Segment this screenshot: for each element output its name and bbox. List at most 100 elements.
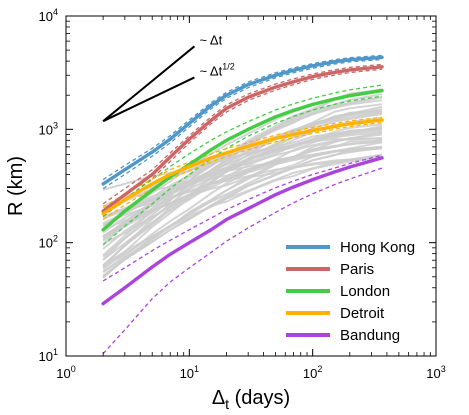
legend-label-bandung: Bandung [340,327,400,344]
series-line-bandung [101,156,384,306]
series-point-hong-kong [311,64,315,68]
series-point-london [150,188,154,192]
series-point-bandung [123,286,127,290]
series-point-paris [332,70,336,74]
background-trajectory [102,145,383,278]
series-point-hong-kong [101,182,105,186]
series-point-london [292,108,296,112]
band-lower-paris [102,68,383,218]
series-point-detroit [348,122,352,126]
background-trajectories [102,88,383,279]
background-trajectory [102,109,383,250]
series-point-london [246,127,250,131]
series-point-detroit [150,182,154,186]
series-point-bandung [348,165,352,169]
series-point-bandung [380,156,384,160]
series-point-detroit [274,137,278,140]
series-line-detroit [101,118,384,216]
guide-label-1: ~ Δt [199,32,222,47]
series-point-bandung [292,185,296,189]
guide-line-1 [102,45,196,122]
band-upper-paris [102,63,383,205]
series-point-london [123,209,127,213]
series-point-london [209,148,213,152]
series-point-detroit [101,212,105,216]
legend-label-detroit: Detroit [340,305,385,322]
series-point-bandung [150,265,154,269]
confidence-bands [102,54,383,355]
x-axis-title-tail: (days) [229,387,290,409]
plot-frame [65,15,437,357]
guide-label-base: ~ Δt [199,32,222,47]
band-upper-detroit [102,116,383,208]
city-series [101,55,384,306]
series-point-london [332,97,336,101]
series-point-hong-kong [150,150,154,154]
background-trajectory [102,155,383,267]
series-point-hong-kong [187,121,191,125]
guide-label-base: ~ Δt [199,63,222,78]
band-upper-london [102,84,383,218]
guide-label-exponent: 1/2 [222,61,235,71]
series-point-bandung [101,302,105,306]
x-tick-label: 100 [56,364,75,381]
x-tick-label: 102 [303,364,322,381]
background-trajectory [102,131,383,226]
legend-label-paris: Paris [340,261,374,278]
series-point-paris [311,75,315,79]
series-point-detroit [224,151,228,155]
series-point-hong-kong [348,58,352,62]
background-trajectory [102,127,383,239]
series-point-paris [246,95,250,99]
series-line-hong-kong [101,55,384,186]
background-trajectory [102,137,383,218]
x-axis-title: Δt (days) [212,387,290,412]
series-point-bandung [209,228,213,232]
series-point-hong-kong [224,93,228,97]
y-tick-label: 103 [39,120,58,137]
background-trajectory [102,141,383,273]
series-point-london [274,115,278,119]
series-point-detroit [123,198,127,202]
series-line-london [101,88,384,232]
axis-ticks [65,15,437,357]
x-axis-title-sub: t [225,396,229,412]
series-point-bandung [311,178,315,182]
series-point-paris [380,65,384,69]
series-point-hong-kong [123,168,127,172]
series-point-detroit [187,165,191,168]
series-point-detroit [292,133,296,137]
series-point-paris [187,137,191,141]
series-point-bandung [224,218,228,222]
background-trajectory [102,123,383,261]
series-point-detroit [246,144,250,148]
background-trajectory [102,157,383,220]
legend: Hong Kong Paris London Detroit Bandung [286,239,415,344]
series-point-detroit [332,124,336,128]
series-point-detroit [209,156,213,160]
series-line-paris [101,65,384,213]
x-tick-label: 103 [426,364,445,381]
series-point-paris [224,106,228,110]
series-point-paris [150,172,154,176]
band-lower-london [102,95,383,246]
series-point-hong-kong [209,104,213,108]
series-point-detroit [311,128,315,132]
series-point-detroit [380,118,384,122]
series-point-london [348,94,352,98]
series-point-paris [123,193,127,197]
y-tick-label: 102 [39,234,58,251]
y-tick-label: 104 [39,7,58,24]
series-point-paris [209,118,213,122]
band-lower-detroit [102,121,383,221]
series-point-paris [168,155,172,159]
series-point-detroit [168,172,172,176]
band-lower-bandung [102,167,383,355]
series-point-paris [292,80,296,84]
series-point-paris [274,85,278,89]
series-point-bandung [168,252,172,256]
legend-label-hong-kong: Hong Kong [340,239,415,256]
y-axis-title: R (km) [5,156,27,216]
